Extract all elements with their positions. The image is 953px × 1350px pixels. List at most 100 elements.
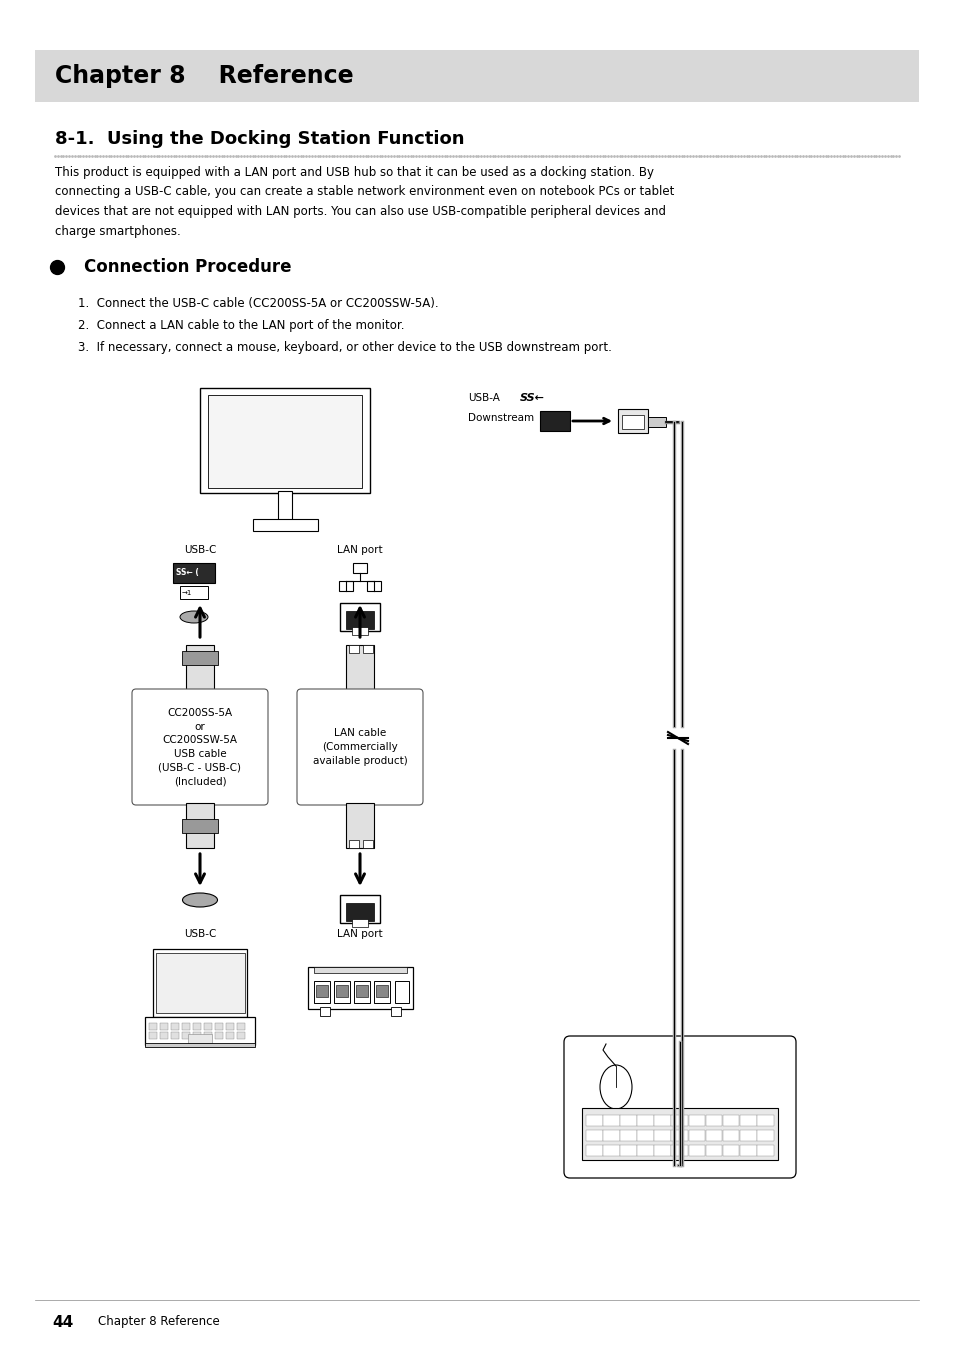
FancyBboxPatch shape xyxy=(132,688,268,805)
Text: 8-1.  Using the Docking Station Function: 8-1. Using the Docking Station Function xyxy=(55,130,464,148)
Bar xyxy=(581,1108,778,1160)
Bar xyxy=(335,986,347,998)
Bar xyxy=(172,563,214,583)
Bar xyxy=(353,563,367,572)
Bar xyxy=(602,1130,619,1141)
Text: Connection Procedure: Connection Procedure xyxy=(84,258,292,275)
Bar xyxy=(671,1145,687,1156)
Text: CC200SS-5A
or
CC200SSW-5A
USB cable
(USB-C - USB-C)
(Included): CC200SS-5A or CC200SSW-5A USB cable (USB… xyxy=(158,707,241,786)
Bar xyxy=(375,986,387,998)
Bar xyxy=(539,410,569,431)
Bar xyxy=(160,1031,168,1040)
Bar xyxy=(171,1023,179,1030)
Bar xyxy=(226,1031,233,1040)
Bar xyxy=(671,1115,687,1126)
Bar xyxy=(193,1031,201,1040)
Bar xyxy=(688,1130,704,1141)
Bar xyxy=(182,1023,190,1030)
Bar xyxy=(395,981,408,1003)
Bar xyxy=(204,1023,212,1030)
Bar xyxy=(314,981,329,1003)
Text: 1.  Connect the USB-C cable (CC200SS-5A or CC200SSW-5A).: 1. Connect the USB-C cable (CC200SS-5A o… xyxy=(78,297,438,310)
Bar xyxy=(671,1130,687,1141)
Bar xyxy=(182,1031,190,1040)
Bar xyxy=(585,1145,602,1156)
Text: LAN port: LAN port xyxy=(336,929,382,940)
Bar xyxy=(756,1145,773,1156)
Text: LAN port: LAN port xyxy=(336,545,382,555)
Bar xyxy=(339,603,379,630)
Bar xyxy=(346,612,374,629)
Text: USB-C: USB-C xyxy=(184,545,216,555)
Bar xyxy=(214,1023,223,1030)
Bar xyxy=(354,981,369,1003)
Bar xyxy=(334,981,349,1003)
Bar xyxy=(253,518,317,531)
Text: USB-A: USB-A xyxy=(468,393,499,404)
Bar xyxy=(236,1023,245,1030)
Bar xyxy=(722,1145,739,1156)
Text: charge smartphones.: charge smartphones. xyxy=(55,224,180,238)
Text: Chapter 8    Reference: Chapter 8 Reference xyxy=(55,63,354,88)
Bar xyxy=(149,1031,157,1040)
Bar xyxy=(654,1145,670,1156)
Bar xyxy=(204,1031,212,1040)
Bar xyxy=(688,1115,704,1126)
Bar xyxy=(602,1145,619,1156)
Text: SS←: SS← xyxy=(519,393,544,404)
Bar xyxy=(349,645,358,653)
Bar xyxy=(200,387,370,493)
Bar xyxy=(585,1115,602,1126)
Bar xyxy=(688,1145,704,1156)
Bar xyxy=(319,1007,329,1017)
Bar xyxy=(621,414,643,429)
Bar xyxy=(352,626,368,634)
Text: This product is equipped with a LAN port and USB hub so that it can be used as a: This product is equipped with a LAN port… xyxy=(55,166,654,180)
Bar xyxy=(739,1115,756,1126)
Bar xyxy=(182,819,218,833)
Bar xyxy=(186,645,213,690)
Bar xyxy=(374,981,389,1003)
Bar xyxy=(338,580,353,591)
Bar xyxy=(722,1130,739,1141)
Ellipse shape xyxy=(599,1065,631,1108)
Bar xyxy=(654,1115,670,1126)
Ellipse shape xyxy=(182,892,217,907)
Bar xyxy=(756,1115,773,1126)
Text: 3.  If necessary, connect a mouse, keyboard, or other device to the USB downstre: 3. If necessary, connect a mouse, keyboa… xyxy=(78,342,611,354)
Text: USB-C: USB-C xyxy=(184,929,216,940)
Bar xyxy=(226,1023,233,1030)
Bar xyxy=(705,1145,721,1156)
Bar xyxy=(208,396,361,487)
Bar xyxy=(145,1044,254,1048)
Bar xyxy=(647,417,665,427)
Bar xyxy=(171,1031,179,1040)
Bar xyxy=(180,586,208,599)
Bar xyxy=(705,1115,721,1126)
Text: connecting a USB-C cable, you can create a stable network environment even on no: connecting a USB-C cable, you can create… xyxy=(55,185,674,198)
Bar xyxy=(637,1145,654,1156)
Bar xyxy=(739,1130,756,1141)
Bar xyxy=(193,1023,201,1030)
Text: →1: →1 xyxy=(182,590,193,595)
Bar xyxy=(346,645,374,690)
Bar xyxy=(363,645,373,653)
Bar xyxy=(619,1115,637,1126)
Bar xyxy=(349,840,358,848)
Bar xyxy=(705,1130,721,1141)
Bar xyxy=(307,967,412,1008)
Bar xyxy=(214,1031,223,1040)
Bar xyxy=(619,1130,637,1141)
Bar xyxy=(346,803,374,848)
Bar xyxy=(637,1115,654,1126)
Bar xyxy=(654,1130,670,1141)
Bar xyxy=(346,903,374,921)
Bar xyxy=(339,895,379,923)
Bar xyxy=(182,651,218,666)
Bar xyxy=(756,1130,773,1141)
Bar xyxy=(722,1115,739,1126)
Bar xyxy=(352,919,368,927)
Bar xyxy=(188,1034,212,1044)
Text: SS← (: SS← ( xyxy=(175,568,198,578)
Bar xyxy=(314,967,406,973)
